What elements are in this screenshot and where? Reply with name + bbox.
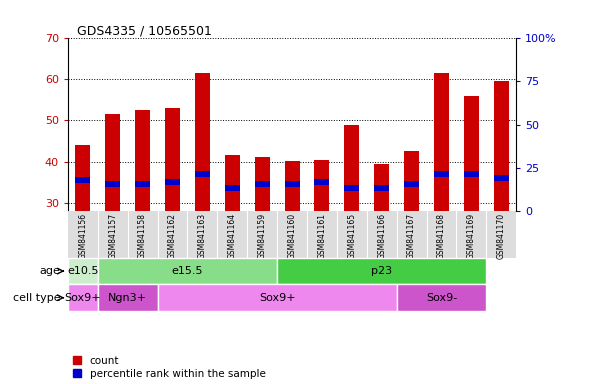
Bar <box>404 181 419 187</box>
Bar <box>165 179 180 185</box>
Text: Sox9-: Sox9- <box>426 293 457 303</box>
Bar <box>195 171 210 177</box>
Bar <box>345 124 359 211</box>
Text: GSM841168: GSM841168 <box>437 213 446 259</box>
Bar <box>135 110 150 211</box>
Bar <box>76 177 90 183</box>
Bar <box>255 181 270 187</box>
Text: GSM841167: GSM841167 <box>407 213 416 259</box>
Text: age: age <box>40 266 60 276</box>
Bar <box>105 181 120 187</box>
Legend: count, percentile rank within the sample: count, percentile rank within the sample <box>73 356 266 379</box>
Text: GSM841165: GSM841165 <box>348 213 356 259</box>
Bar <box>345 185 359 191</box>
Bar <box>434 73 449 211</box>
Text: GSM841164: GSM841164 <box>228 213 237 259</box>
Bar <box>195 73 210 211</box>
Bar <box>98 258 277 285</box>
Text: Sox9+: Sox9+ <box>64 293 101 303</box>
Text: GSM841161: GSM841161 <box>317 213 326 259</box>
Bar <box>68 285 98 311</box>
Bar <box>314 179 329 185</box>
Text: cell type: cell type <box>13 293 60 303</box>
Bar <box>76 145 90 211</box>
Bar <box>494 81 509 211</box>
Bar <box>255 157 270 211</box>
Text: GSM841156: GSM841156 <box>78 213 87 259</box>
Bar <box>464 96 479 211</box>
Bar <box>225 156 240 211</box>
Text: GSM841158: GSM841158 <box>138 213 147 259</box>
Text: GSM841163: GSM841163 <box>198 213 207 259</box>
Bar <box>158 285 396 311</box>
Bar <box>68 258 98 285</box>
Text: GSM841166: GSM841166 <box>377 213 386 259</box>
Bar <box>135 181 150 187</box>
Text: e10.5: e10.5 <box>67 266 99 276</box>
Bar <box>284 181 300 187</box>
Text: e15.5: e15.5 <box>172 266 203 276</box>
Bar <box>464 171 479 177</box>
Text: GSM841160: GSM841160 <box>287 213 297 259</box>
Bar <box>494 175 509 181</box>
Bar <box>98 285 158 311</box>
Bar <box>374 185 389 191</box>
Bar <box>404 151 419 211</box>
Text: GSM841169: GSM841169 <box>467 213 476 259</box>
Text: Ngn3+: Ngn3+ <box>108 293 147 303</box>
Bar <box>314 160 329 211</box>
Text: Sox9+: Sox9+ <box>259 293 296 303</box>
Bar <box>105 114 120 211</box>
Bar <box>434 171 449 177</box>
Bar <box>165 108 180 211</box>
Text: GDS4335 / 10565501: GDS4335 / 10565501 <box>77 25 212 38</box>
Bar <box>225 185 240 191</box>
Text: p23: p23 <box>371 266 392 276</box>
Text: GSM841159: GSM841159 <box>258 213 267 259</box>
Bar <box>284 161 300 211</box>
Bar <box>396 285 486 311</box>
Text: GSM841162: GSM841162 <box>168 213 177 259</box>
Bar <box>374 164 389 211</box>
Text: GSM841170: GSM841170 <box>497 213 506 259</box>
Bar <box>277 258 486 285</box>
Text: GSM841157: GSM841157 <box>108 213 117 259</box>
